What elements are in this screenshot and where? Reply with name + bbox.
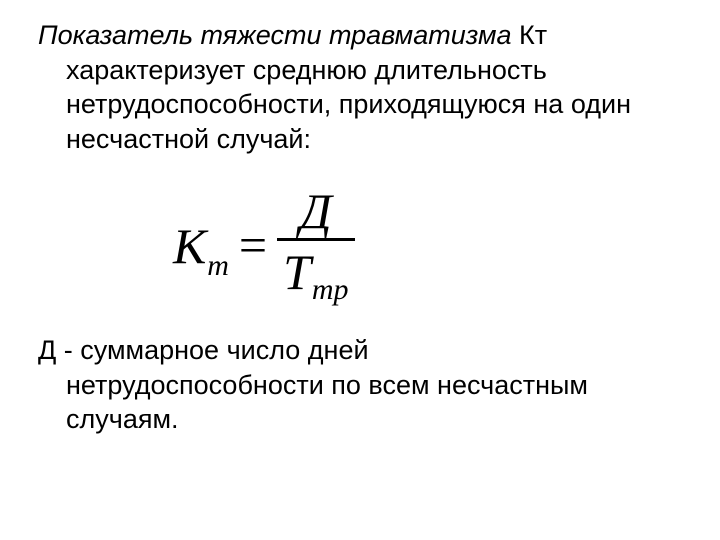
formula-block: К т = Д Т тр <box>38 186 682 297</box>
formula-lhs-sub: т <box>207 249 229 283</box>
outro-paragraph: Д - суммарное число дней нетрудоспособно… <box>38 333 682 437</box>
formula-fraction: Д Т тр <box>277 186 354 297</box>
outro-first-line: Д - суммарное число дней <box>38 335 369 365</box>
formula-numerator: Д <box>292 186 340 238</box>
formula: К т = Д Т тр <box>173 186 355 297</box>
formula-equals: = <box>239 210 267 274</box>
formula-lhs: К т <box>173 209 229 275</box>
formula-den-base: Т <box>283 247 311 297</box>
intro-remainder-first-line: Кт <box>519 20 547 50</box>
formula-den-sub: тр <box>312 275 349 305</box>
slide: Показатель тяжести травматизма Кт характ… <box>0 0 720 540</box>
intro-remainder-rest: характеризует среднюю длительность нетру… <box>38 53 682 157</box>
formula-lhs-base: К <box>173 217 206 275</box>
intro-paragraph: Показатель тяжести травматизма Кт характ… <box>38 18 682 156</box>
intro-italic-lead: Показатель тяжести травматизма <box>38 20 519 50</box>
outro-rest: нетрудоспособности по всем несчастным сл… <box>38 368 682 437</box>
formula-denominator: Т тр <box>277 241 354 297</box>
